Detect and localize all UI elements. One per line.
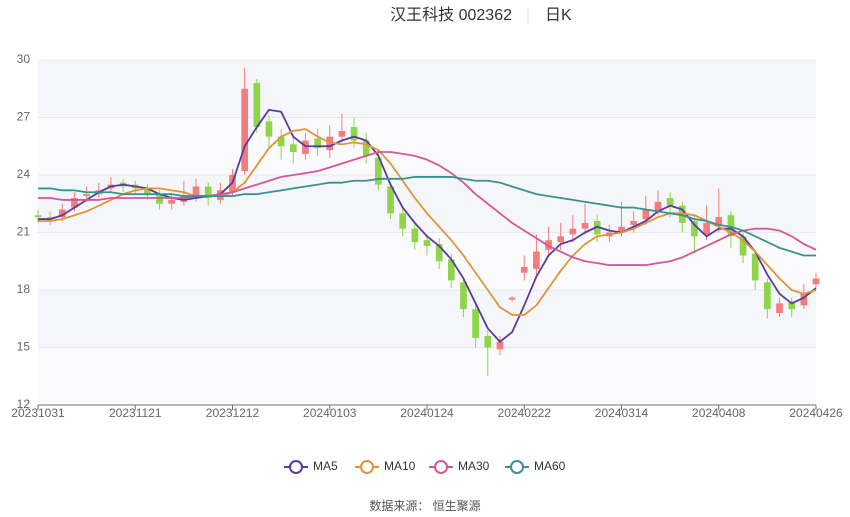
candle-body — [180, 196, 188, 202]
candle-body — [520, 267, 528, 273]
candle-body — [569, 228, 577, 235]
grid-band — [38, 290, 816, 348]
candle-body — [764, 282, 771, 310]
x-tick-label: 20240124 — [400, 406, 454, 420]
candle-body — [533, 251, 540, 269]
legend-marker — [510, 460, 524, 474]
candle-body — [630, 221, 637, 225]
candle-body — [703, 222, 710, 235]
legend-label: MA60 — [534, 459, 566, 473]
candle-body — [581, 222, 589, 229]
candle-body — [387, 186, 394, 214]
candle-body — [739, 236, 747, 256]
x-tick-label: 20231031 — [11, 406, 65, 420]
candle-body — [484, 336, 492, 348]
candle-body — [375, 157, 382, 185]
candle-body — [812, 278, 820, 285]
candle-body — [350, 127, 358, 141]
candle-body — [58, 209, 66, 218]
grid-band — [38, 347, 816, 405]
candle-body — [666, 198, 674, 206]
candle-body — [460, 282, 467, 310]
x-tick-label: 20231212 — [206, 406, 260, 420]
candle-body — [678, 205, 686, 223]
candle-body — [302, 140, 309, 154]
candle-body — [277, 136, 285, 147]
candle-body — [289, 144, 297, 152]
candle-body — [435, 244, 443, 262]
candle-body — [144, 188, 151, 195]
legend-label: MA10 — [384, 459, 416, 473]
candle-body — [241, 88, 248, 172]
candle-body — [217, 190, 224, 200]
chart-subtitle: 日K — [545, 7, 572, 24]
candle-body — [776, 303, 783, 313]
candle-body — [642, 209, 650, 220]
y-tick-label: 18 — [17, 282, 31, 296]
candle-body — [447, 259, 455, 281]
candle-body — [472, 309, 479, 338]
candle-body — [34, 215, 42, 218]
candle-body — [691, 221, 698, 237]
candle-body — [71, 198, 78, 208]
candle-body — [411, 228, 419, 243]
candle-body — [314, 138, 321, 149]
candle-body — [156, 194, 163, 204]
candle-body — [83, 194, 90, 197]
candle-body — [751, 253, 759, 281]
candle-body — [265, 121, 273, 137]
y-tick-label: 12 — [17, 397, 31, 411]
candle-body — [253, 83, 261, 128]
legend-label: MA5 — [313, 459, 338, 473]
x-tick-label: 20231121 — [109, 406, 162, 420]
candle-body — [557, 236, 565, 243]
candle-body — [362, 140, 370, 156]
candle-body — [508, 297, 516, 300]
y-tick-label: 15 — [17, 340, 31, 354]
ma-line — [38, 176, 816, 257]
footer-source: 数据来源： 恒生聚源 — [369, 498, 480, 513]
candle-body — [46, 217, 54, 220]
grid-band — [38, 117, 816, 175]
x-tick-label: 20240103 — [303, 406, 357, 420]
grid-band — [38, 175, 816, 233]
candle-body — [338, 130, 346, 137]
y-tick-label: 24 — [17, 167, 31, 181]
candle-body — [727, 215, 735, 237]
candle-body — [800, 293, 808, 306]
candle-body — [168, 199, 176, 204]
y-tick-label: 27 — [17, 110, 31, 124]
y-tick-label: 21 — [17, 225, 31, 239]
candle-body — [423, 240, 431, 246]
candle-body — [618, 226, 625, 233]
legend-marker — [434, 460, 448, 474]
candle-body — [326, 136, 334, 151]
candle-body — [654, 201, 662, 212]
candle-body — [715, 217, 723, 225]
candle-body — [399, 213, 407, 229]
x-tick-label: 20240426 — [789, 406, 843, 420]
x-tick-label: 20240408 — [692, 406, 746, 420]
chart-title: 汉王科技 002362 — [390, 6, 512, 24]
legend-marker — [289, 460, 303, 474]
legend-label: MA30 — [458, 459, 490, 473]
y-tick-label: 30 — [17, 52, 31, 66]
candle-body — [192, 186, 200, 197]
candle-body — [788, 301, 796, 310]
grid-band — [38, 60, 816, 118]
ma-line — [38, 128, 817, 316]
ma-line — [38, 151, 817, 266]
legend-marker — [360, 460, 374, 474]
candle-body — [204, 186, 212, 198]
x-tick-label: 20240314 — [595, 406, 649, 420]
candle-body — [496, 341, 504, 350]
x-tick-label: 20240222 — [498, 406, 552, 420]
